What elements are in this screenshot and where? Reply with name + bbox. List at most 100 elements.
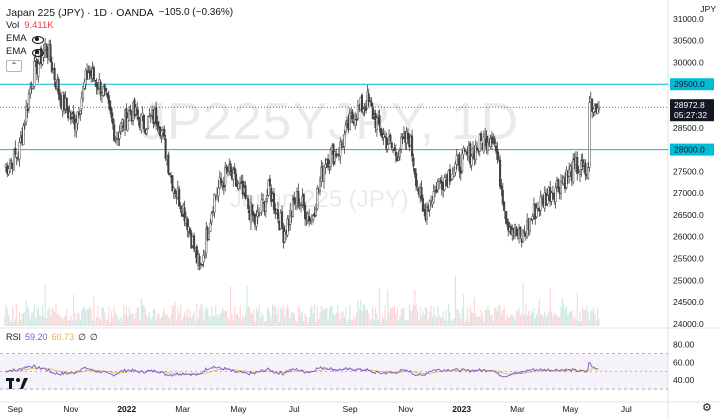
candle-body [557, 179, 560, 189]
candle-body [312, 215, 315, 221]
volume-bar [70, 316, 72, 326]
volume-bar [483, 321, 485, 326]
candle-body [92, 67, 95, 80]
candle-body [476, 147, 479, 151]
candle-body [272, 192, 276, 211]
candle-body [351, 111, 354, 120]
rsi-line [5, 361, 599, 378]
volume-bar [136, 307, 138, 326]
volume-bar [94, 320, 96, 326]
volume-bar [35, 317, 37, 326]
candle-body [425, 207, 429, 220]
legend-ema2-label[interactable]: EMA [6, 45, 27, 57]
rsi-name[interactable]: RSI [6, 332, 22, 342]
volume-bar [12, 306, 14, 326]
candle-body [81, 86, 85, 100]
volume-bar [234, 306, 236, 326]
volume-bar [481, 314, 484, 326]
legend-symbol-title[interactable]: Japan 225 (JPY) · 1D · OANDA [6, 6, 154, 19]
volume-bar [370, 318, 373, 326]
volume-bar [148, 311, 150, 326]
volume-bar [526, 315, 528, 326]
volume-bar [430, 305, 432, 326]
volume-bar [549, 288, 551, 326]
volume-bar [286, 304, 289, 326]
candle-body [415, 173, 418, 187]
volume-bar [381, 315, 383, 326]
last-price-countdown: 05:27:32 [674, 110, 707, 120]
candle-body [262, 199, 265, 203]
volume-bar [288, 308, 290, 326]
candle-body [379, 128, 382, 136]
volume-bar [10, 321, 12, 326]
volume-bar [513, 316, 515, 326]
volume-bar [563, 304, 565, 326]
candle-body [95, 82, 98, 88]
legend-vol-label[interactable]: Vol [6, 19, 20, 31]
candle-body [193, 235, 196, 250]
candle-body [478, 134, 481, 152]
volume-bar [582, 307, 584, 326]
candle-body [316, 188, 319, 209]
price-axis-label: 28500.0 [673, 123, 704, 133]
volume-bar [384, 305, 386, 326]
candle-body [106, 92, 109, 98]
candle-body [355, 119, 358, 121]
legend-collapse-button[interactable]: ⌃ [6, 60, 22, 72]
volume-bar [194, 321, 197, 326]
eye-hidden-icon[interactable] [31, 35, 44, 44]
volume-bar [188, 317, 190, 326]
gear-icon[interactable]: ⚙ [702, 402, 712, 414]
legend-ema1-label[interactable]: EMA [6, 32, 27, 44]
volume-bar [273, 304, 275, 326]
candle-body [348, 113, 351, 130]
candle-body [45, 43, 48, 51]
volume-bar [393, 306, 396, 326]
volume-bar [201, 304, 203, 326]
volume-bar [37, 307, 39, 326]
volume-bar [108, 307, 110, 326]
volume-bar [412, 305, 415, 326]
candle-body [179, 206, 182, 210]
candle-body [118, 132, 121, 139]
volume-bar [257, 311, 259, 326]
candle-body [324, 164, 327, 168]
eye-hidden-icon[interactable] [31, 48, 44, 57]
candle-body [203, 254, 206, 257]
volume-bar [504, 320, 507, 326]
volume-bar [519, 315, 521, 326]
volume-bar [47, 309, 49, 326]
volume-bar [338, 313, 340, 326]
candle-body [210, 213, 213, 223]
volume-bar [232, 320, 234, 326]
volume-bar [215, 305, 217, 326]
volume-bar [597, 307, 599, 326]
volume-bar [324, 308, 327, 326]
volume-bar [169, 318, 171, 326]
volume-bar [77, 312, 79, 326]
volume-bar [456, 308, 458, 326]
volume-bar [75, 319, 77, 326]
candle-body [267, 180, 270, 196]
candle-body [22, 125, 25, 145]
volume-bar [465, 318, 467, 326]
candle-body [539, 196, 542, 211]
volume-bar [439, 317, 442, 326]
last-price-tag: 28972.8 [674, 100, 705, 110]
volume-bar [78, 313, 80, 326]
candle-body [205, 228, 208, 254]
candle-body [178, 189, 181, 207]
candle-body [220, 178, 223, 184]
legend-vol-value: 9.411K [24, 19, 54, 31]
last-price-tag-bg [670, 99, 714, 122]
tradingview-logo[interactable] [6, 376, 30, 395]
volume-bar [253, 310, 255, 326]
rsi-placeholder-1: ∅ [78, 332, 86, 342]
volume-bar [105, 320, 107, 326]
volume-bar [110, 310, 113, 326]
candle-body [386, 144, 389, 150]
candle-body [110, 107, 113, 118]
currency-label[interactable]: JPY [700, 4, 716, 14]
